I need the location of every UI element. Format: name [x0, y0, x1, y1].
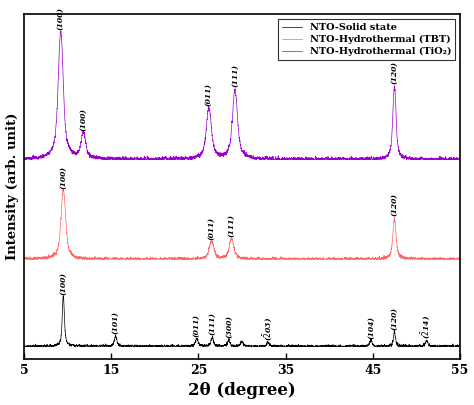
Line: NTO-Hydrothermal (TBT): NTO-Hydrothermal (TBT): [24, 190, 460, 259]
Text: (111): (111): [228, 214, 236, 237]
NTO-Hydrothermal (TBT): [457, 257, 463, 262]
NTO-Solid state: [22, 344, 27, 349]
NTO-Hydrothermal (TiO₂): [368, 157, 374, 162]
NTO-Hydrothermal (TBT): [368, 257, 374, 262]
Text: (120): (120): [391, 193, 399, 216]
Text: (011): (011): [208, 217, 216, 240]
NTO-Hydrothermal (TBT): [179, 257, 185, 262]
Line: NTO-Solid state: NTO-Solid state: [24, 296, 460, 346]
NTO-Hydrothermal (TiO₂): [279, 156, 285, 161]
Text: (300): (300): [225, 315, 233, 337]
NTO-Solid state: [21, 343, 27, 348]
NTO-Hydrothermal (TiO₂): [58, 29, 64, 34]
NTO-Solid state: [345, 344, 350, 349]
Text: ($\bar{2}$14): ($\bar{2}$14): [420, 315, 433, 339]
NTO-Hydrothermal (TBT): [61, 187, 66, 192]
NTO-Hydrothermal (TiO₂): [43, 152, 49, 157]
Legend: NTO-Solid state, NTO-Hydrothermal (TBT), NTO-Hydrothermal (TiO₂): NTO-Solid state, NTO-Hydrothermal (TBT),…: [278, 19, 455, 60]
NTO-Hydrothermal (TiO₂): [457, 156, 463, 161]
NTO-Hydrothermal (TBT): [43, 255, 49, 260]
NTO-Solid state: [179, 344, 185, 349]
NTO-Solid state: [60, 293, 66, 298]
NTO-Hydrothermal (TBT): [345, 256, 350, 261]
Text: (011): (011): [192, 314, 201, 337]
Text: (120): (120): [391, 61, 399, 84]
NTO-Solid state: [457, 343, 463, 348]
Text: (100): (100): [79, 108, 87, 131]
Text: (100): (100): [59, 166, 67, 189]
Y-axis label: Intensity (arb. unit): Intensity (arb. unit): [6, 113, 18, 260]
NTO-Hydrothermal (TiO₂): [179, 157, 185, 162]
NTO-Hydrothermal (TiO₂): [21, 157, 27, 162]
NTO-Solid state: [43, 344, 49, 349]
Text: (100): (100): [57, 7, 65, 30]
NTO-Solid state: [298, 343, 304, 348]
Text: (111): (111): [209, 312, 216, 335]
Text: (120): (120): [391, 307, 399, 330]
NTO-Hydrothermal (TBT): [298, 257, 304, 262]
Text: (111): (111): [231, 64, 239, 87]
NTO-Hydrothermal (TiO₂): [298, 156, 304, 160]
NTO-Hydrothermal (TBT): [279, 257, 285, 262]
Text: (104): (104): [367, 316, 375, 339]
Text: (100): (100): [59, 272, 67, 294]
Text: ($\bar{2}$03): ($\bar{2}$03): [262, 316, 274, 341]
NTO-Solid state: [279, 343, 285, 348]
NTO-Hydrothermal (TBT): [21, 257, 27, 262]
NTO-Hydrothermal (TiO₂): [22, 157, 27, 162]
NTO-Hydrothermal (TiO₂): [345, 157, 350, 162]
Text: (101): (101): [111, 311, 119, 335]
NTO-Hydrothermal (TBT): [21, 257, 27, 262]
Text: (011): (011): [205, 83, 213, 106]
Line: NTO-Hydrothermal (TiO₂): NTO-Hydrothermal (TiO₂): [24, 31, 460, 160]
NTO-Solid state: [368, 339, 374, 344]
X-axis label: 2θ (degree): 2θ (degree): [188, 382, 296, 399]
